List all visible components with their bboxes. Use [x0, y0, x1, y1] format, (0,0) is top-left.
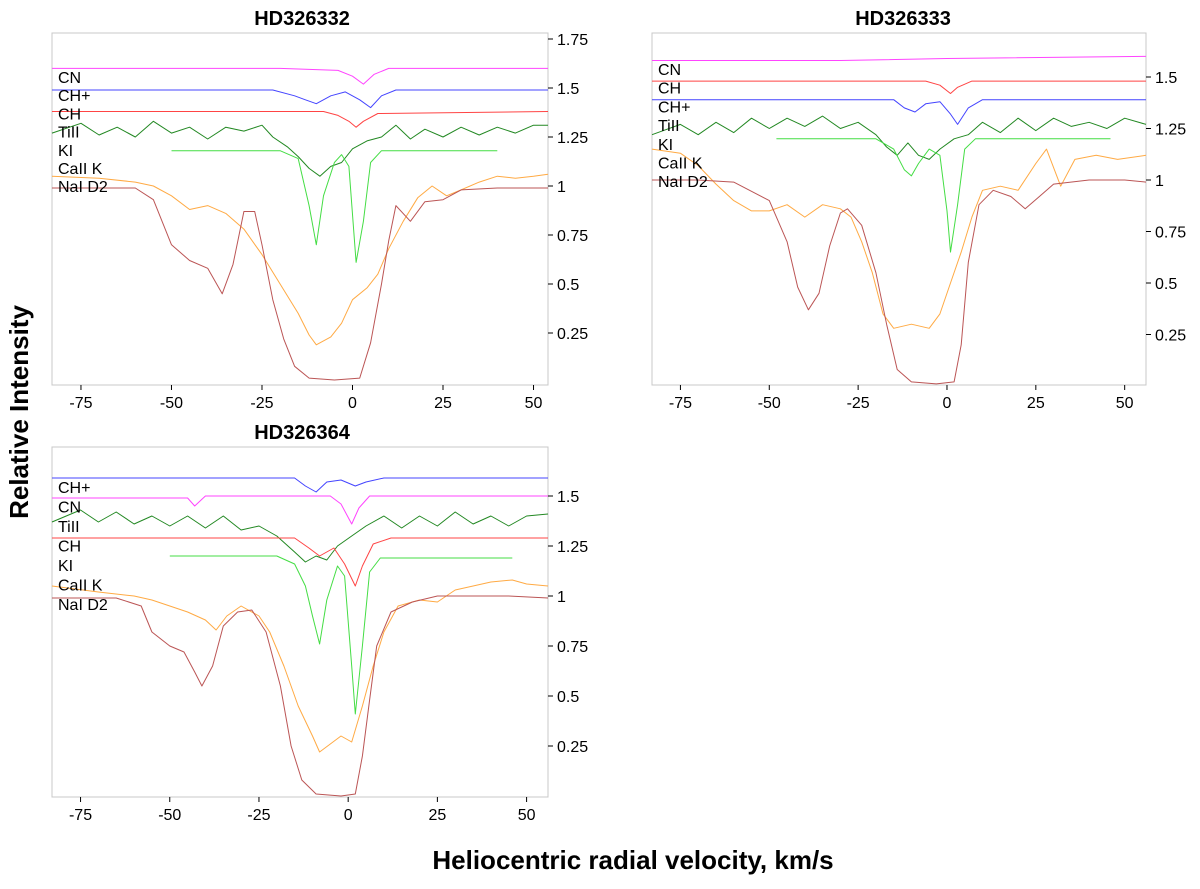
x-tick-label: 25 — [428, 807, 446, 824]
x-tick-label: -75 — [69, 807, 92, 824]
x-tick-label: 0 — [348, 395, 357, 412]
series-label: CN — [658, 62, 681, 79]
series-label: CaII K — [58, 578, 103, 595]
series-line-cn — [52, 67, 548, 85]
series-line-tiii — [651, 115, 1147, 160]
series-line-ki — [776, 138, 1111, 253]
series-line-ki — [169, 555, 513, 715]
x-tick-label: 0 — [943, 395, 952, 412]
series-label: NaI D2 — [658, 174, 708, 191]
y-tick-label: 0.75 — [1155, 225, 1186, 242]
y-tick-label: 1.25 — [1155, 122, 1186, 139]
series-line-ki — [171, 150, 498, 263]
x-tick-label: 0 — [344, 807, 353, 824]
y-tick-label: 1 — [1155, 173, 1164, 190]
series-line-ch- — [52, 89, 548, 109]
panel-title: HD326333 — [855, 8, 951, 30]
x-tick-label: -25 — [247, 807, 270, 824]
series-label: CN — [58, 500, 81, 517]
x-tick-label: 25 — [434, 395, 452, 412]
x-tick-label: 25 — [1027, 395, 1045, 412]
y-tick-label: 0.25 — [1155, 328, 1186, 345]
series-label: KI — [58, 143, 73, 160]
series-label: CH+ — [58, 480, 90, 497]
x-tick-label: 50 — [1116, 395, 1134, 412]
y-tick-label: 0.75 — [557, 639, 588, 656]
chart-panel-0: HD326332 -75 -50 -25 0 25 50 0.25 0.5 0.75 1 1.25 1.… — [51, 8, 588, 412]
series-line-ch- — [652, 99, 1146, 125]
series-line-ch — [52, 537, 548, 587]
y-tick-label: 1.5 — [557, 489, 579, 506]
series-label: CaII K — [658, 156, 703, 173]
x-tick-label: -75 — [669, 395, 692, 412]
series-label: NaI D2 — [58, 179, 108, 196]
y-tick-label: 1 — [557, 179, 566, 196]
series-label: CH — [58, 539, 81, 556]
series-label: TiII — [58, 125, 80, 142]
series-line-ch — [52, 111, 549, 128]
series-label: KI — [658, 137, 673, 154]
chart-panel-1: HD326333 -75 -50 -25 0 25 50 0.25 0.5 0.75 1 1.25 1.… — [651, 8, 1186, 412]
series-line-ch — [652, 80, 1146, 94]
x-tick-label: -50 — [158, 807, 181, 824]
x-tick-label: 50 — [525, 395, 543, 412]
x-tick-label: -25 — [250, 395, 273, 412]
series-line-cn — [652, 55, 1147, 61]
series-label: CH — [58, 106, 81, 123]
y-tick-label: 0.5 — [1155, 276, 1177, 293]
chart-panel-2: HD326364 -75 -50 -25 0 25 50 0.25 0.5 0.75 1 1.25 1.… — [51, 422, 588, 824]
y-tick-label: 1.75 — [557, 32, 588, 49]
series-line-nai-d2 — [52, 595, 549, 797]
series-line-tiii — [51, 120, 548, 177]
series-line-nai-d2 — [652, 179, 1147, 385]
series-label: NaI D2 — [58, 597, 108, 614]
panel-title: HD326332 — [254, 8, 350, 30]
y-tick-label: 1 — [557, 589, 566, 606]
y-tick-label: 0.5 — [557, 689, 579, 706]
y-tick-label: 1.5 — [1155, 70, 1177, 87]
plot-frame — [651, 32, 1147, 386]
x-tick-label: 50 — [518, 807, 536, 824]
y-tick-label: 1.5 — [557, 81, 579, 98]
series-label: CH+ — [658, 99, 690, 116]
y-tick-label: 0.25 — [557, 326, 588, 343]
y-tick-label: 0.25 — [557, 739, 588, 756]
series-line-tiii — [51, 509, 549, 563]
y-tick-label: 0.75 — [557, 228, 588, 245]
series-label: CH — [658, 81, 681, 98]
x-tick-label: -50 — [160, 395, 183, 412]
series-label: KI — [58, 558, 73, 575]
y-tick-label: 0.5 — [557, 277, 579, 294]
series-label: TiII — [658, 118, 680, 135]
series-line-caii-k — [51, 579, 549, 753]
plot-frame — [51, 32, 549, 386]
x-tick-label: -75 — [69, 395, 92, 412]
x-axis-title: Heliocentric radial velocity, km/s — [432, 845, 833, 875]
y-tick-label: 1.25 — [557, 130, 588, 147]
series-line-ch- — [52, 477, 548, 493]
x-tick-label: -25 — [847, 395, 870, 412]
x-tick-label: -50 — [758, 395, 781, 412]
series-label: TiII — [58, 519, 80, 536]
series-line-caii-k — [651, 148, 1147, 329]
y-axis-title: Relative Intensity — [4, 305, 34, 519]
plot-frame — [51, 446, 549, 798]
y-tick-label: 1.25 — [557, 539, 588, 556]
series-line-caii-k — [51, 173, 549, 346]
series-label: CH+ — [58, 88, 90, 105]
chart-panels: HD326332 -75 -50 -25 0 25 50 0.25 0.5 0.75 1 1.25 1.… — [51, 8, 1186, 824]
series-line-cn — [52, 495, 548, 525]
series-line-nai-d2 — [52, 187, 548, 381]
series-label: CaII K — [58, 161, 103, 178]
panel-title: HD326364 — [254, 422, 351, 444]
series-label: CN — [58, 70, 81, 87]
